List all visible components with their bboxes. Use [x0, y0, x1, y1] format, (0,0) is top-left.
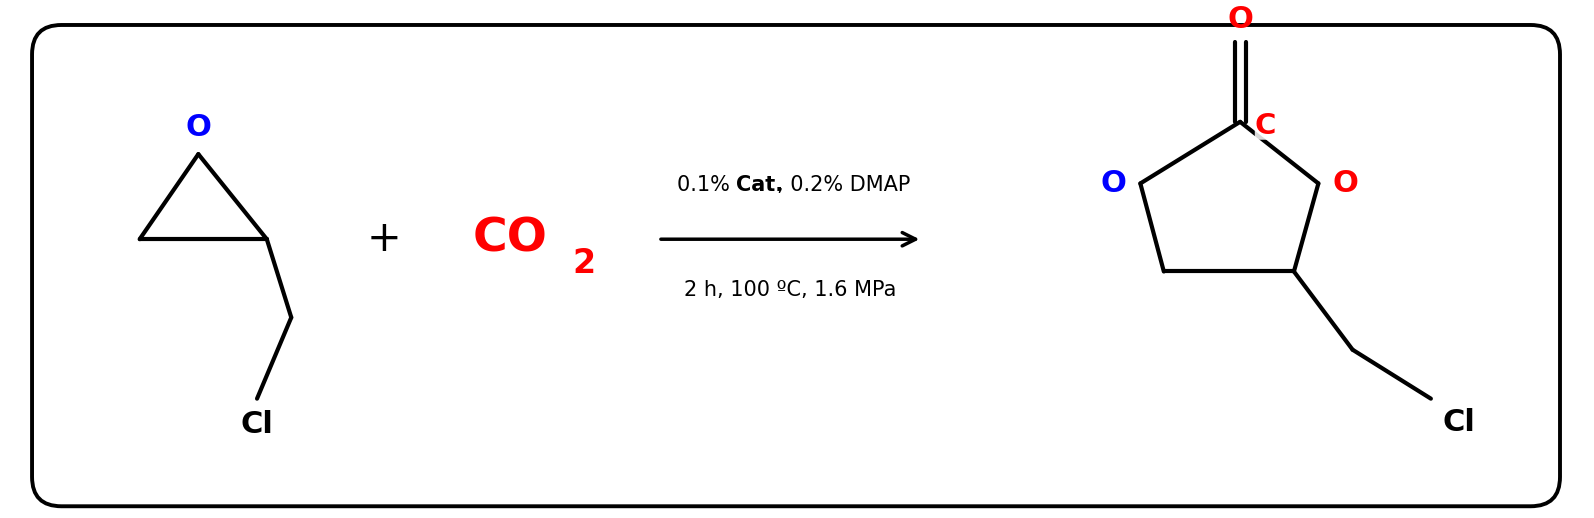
Text: 0.1%: 0.1% — [677, 175, 736, 195]
Text: C: C — [1254, 112, 1277, 140]
FancyBboxPatch shape — [32, 25, 1561, 506]
Text: O: O — [1333, 169, 1358, 198]
Text: O: O — [185, 113, 212, 142]
Text: CO: CO — [472, 217, 547, 262]
Text: 2 h, 100 ºC, 1.6 MPa: 2 h, 100 ºC, 1.6 MPa — [684, 280, 896, 300]
Text: Cl: Cl — [1443, 408, 1476, 437]
Text: O: O — [1101, 169, 1127, 198]
Text: , 0.2% DMAP: , 0.2% DMAP — [778, 175, 910, 195]
Text: O: O — [1227, 5, 1253, 34]
Text: +: + — [367, 218, 402, 260]
Text: Cat.: Cat. — [736, 175, 784, 195]
Text: 2: 2 — [572, 247, 595, 280]
Text: Cl: Cl — [241, 410, 274, 439]
